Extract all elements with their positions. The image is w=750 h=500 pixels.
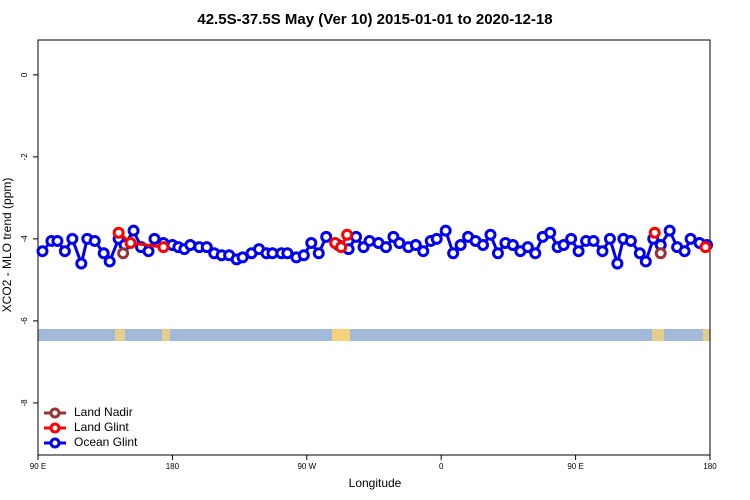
land-strip [38,329,710,341]
point [335,241,348,254]
point [663,224,676,237]
x-tick-label: 90 E [30,462,46,471]
point [236,251,249,264]
legend-label: Land Nadir [74,405,133,419]
point [506,239,519,252]
point [684,232,697,245]
point [66,232,79,245]
point [648,226,661,239]
point [409,239,422,252]
point [88,234,101,247]
legend-label: Ocean Glint [74,435,138,449]
x-tick-label: 180 [166,462,180,471]
point [565,232,578,245]
point [312,247,325,260]
point [75,257,88,270]
y-tick-label: -4 [20,235,29,243]
point [557,239,570,252]
chart-title: 42.5S-37.5S May (Ver 10) 2015-01-01 to 2… [197,11,552,28]
point [477,239,490,252]
point [305,236,318,249]
point [417,245,430,258]
y-tick-label: -6 [20,317,29,325]
point [103,255,116,268]
point [544,226,557,239]
point [127,224,140,237]
point [393,236,406,249]
point [200,241,213,254]
y-tick-label: -2 [20,153,29,161]
y-tick-label: -8 [20,399,29,407]
x-tick-label: 0 [439,462,444,471]
legend-marker [49,437,61,449]
point [117,247,130,260]
point [447,247,460,260]
y-axis-label: XCO2 - MLO trend (ppm) [0,178,14,313]
point [297,249,310,262]
x-axis-label: Longitude [349,476,402,490]
point [430,232,443,245]
point [320,230,333,243]
point [611,257,624,270]
legend-marker [49,422,61,434]
point [521,241,534,254]
point [454,239,467,252]
point [654,247,667,260]
x-tick-label: 90 W [297,462,316,471]
point [112,226,125,239]
point [142,245,155,258]
point [341,228,354,241]
point [639,255,652,268]
point [529,247,542,260]
point [587,234,600,247]
point [36,245,49,258]
point [97,247,110,260]
y-tick-label: 0 [20,72,29,77]
point [157,241,170,254]
point [678,245,691,258]
point [148,232,161,245]
point [603,232,616,245]
x-tick-label: 180 [703,462,717,471]
legend-marker [49,407,61,419]
point [51,234,64,247]
point [624,234,637,247]
point [124,236,137,249]
point [572,245,585,258]
point [596,245,609,258]
point [439,224,452,237]
point [484,228,497,241]
point [281,247,294,260]
x-tick-label: 90 E [567,462,583,471]
point [379,241,392,254]
point [491,247,504,260]
point [633,247,646,260]
point [58,245,71,258]
point [699,241,712,254]
legend-label: Land Glint [74,420,129,434]
